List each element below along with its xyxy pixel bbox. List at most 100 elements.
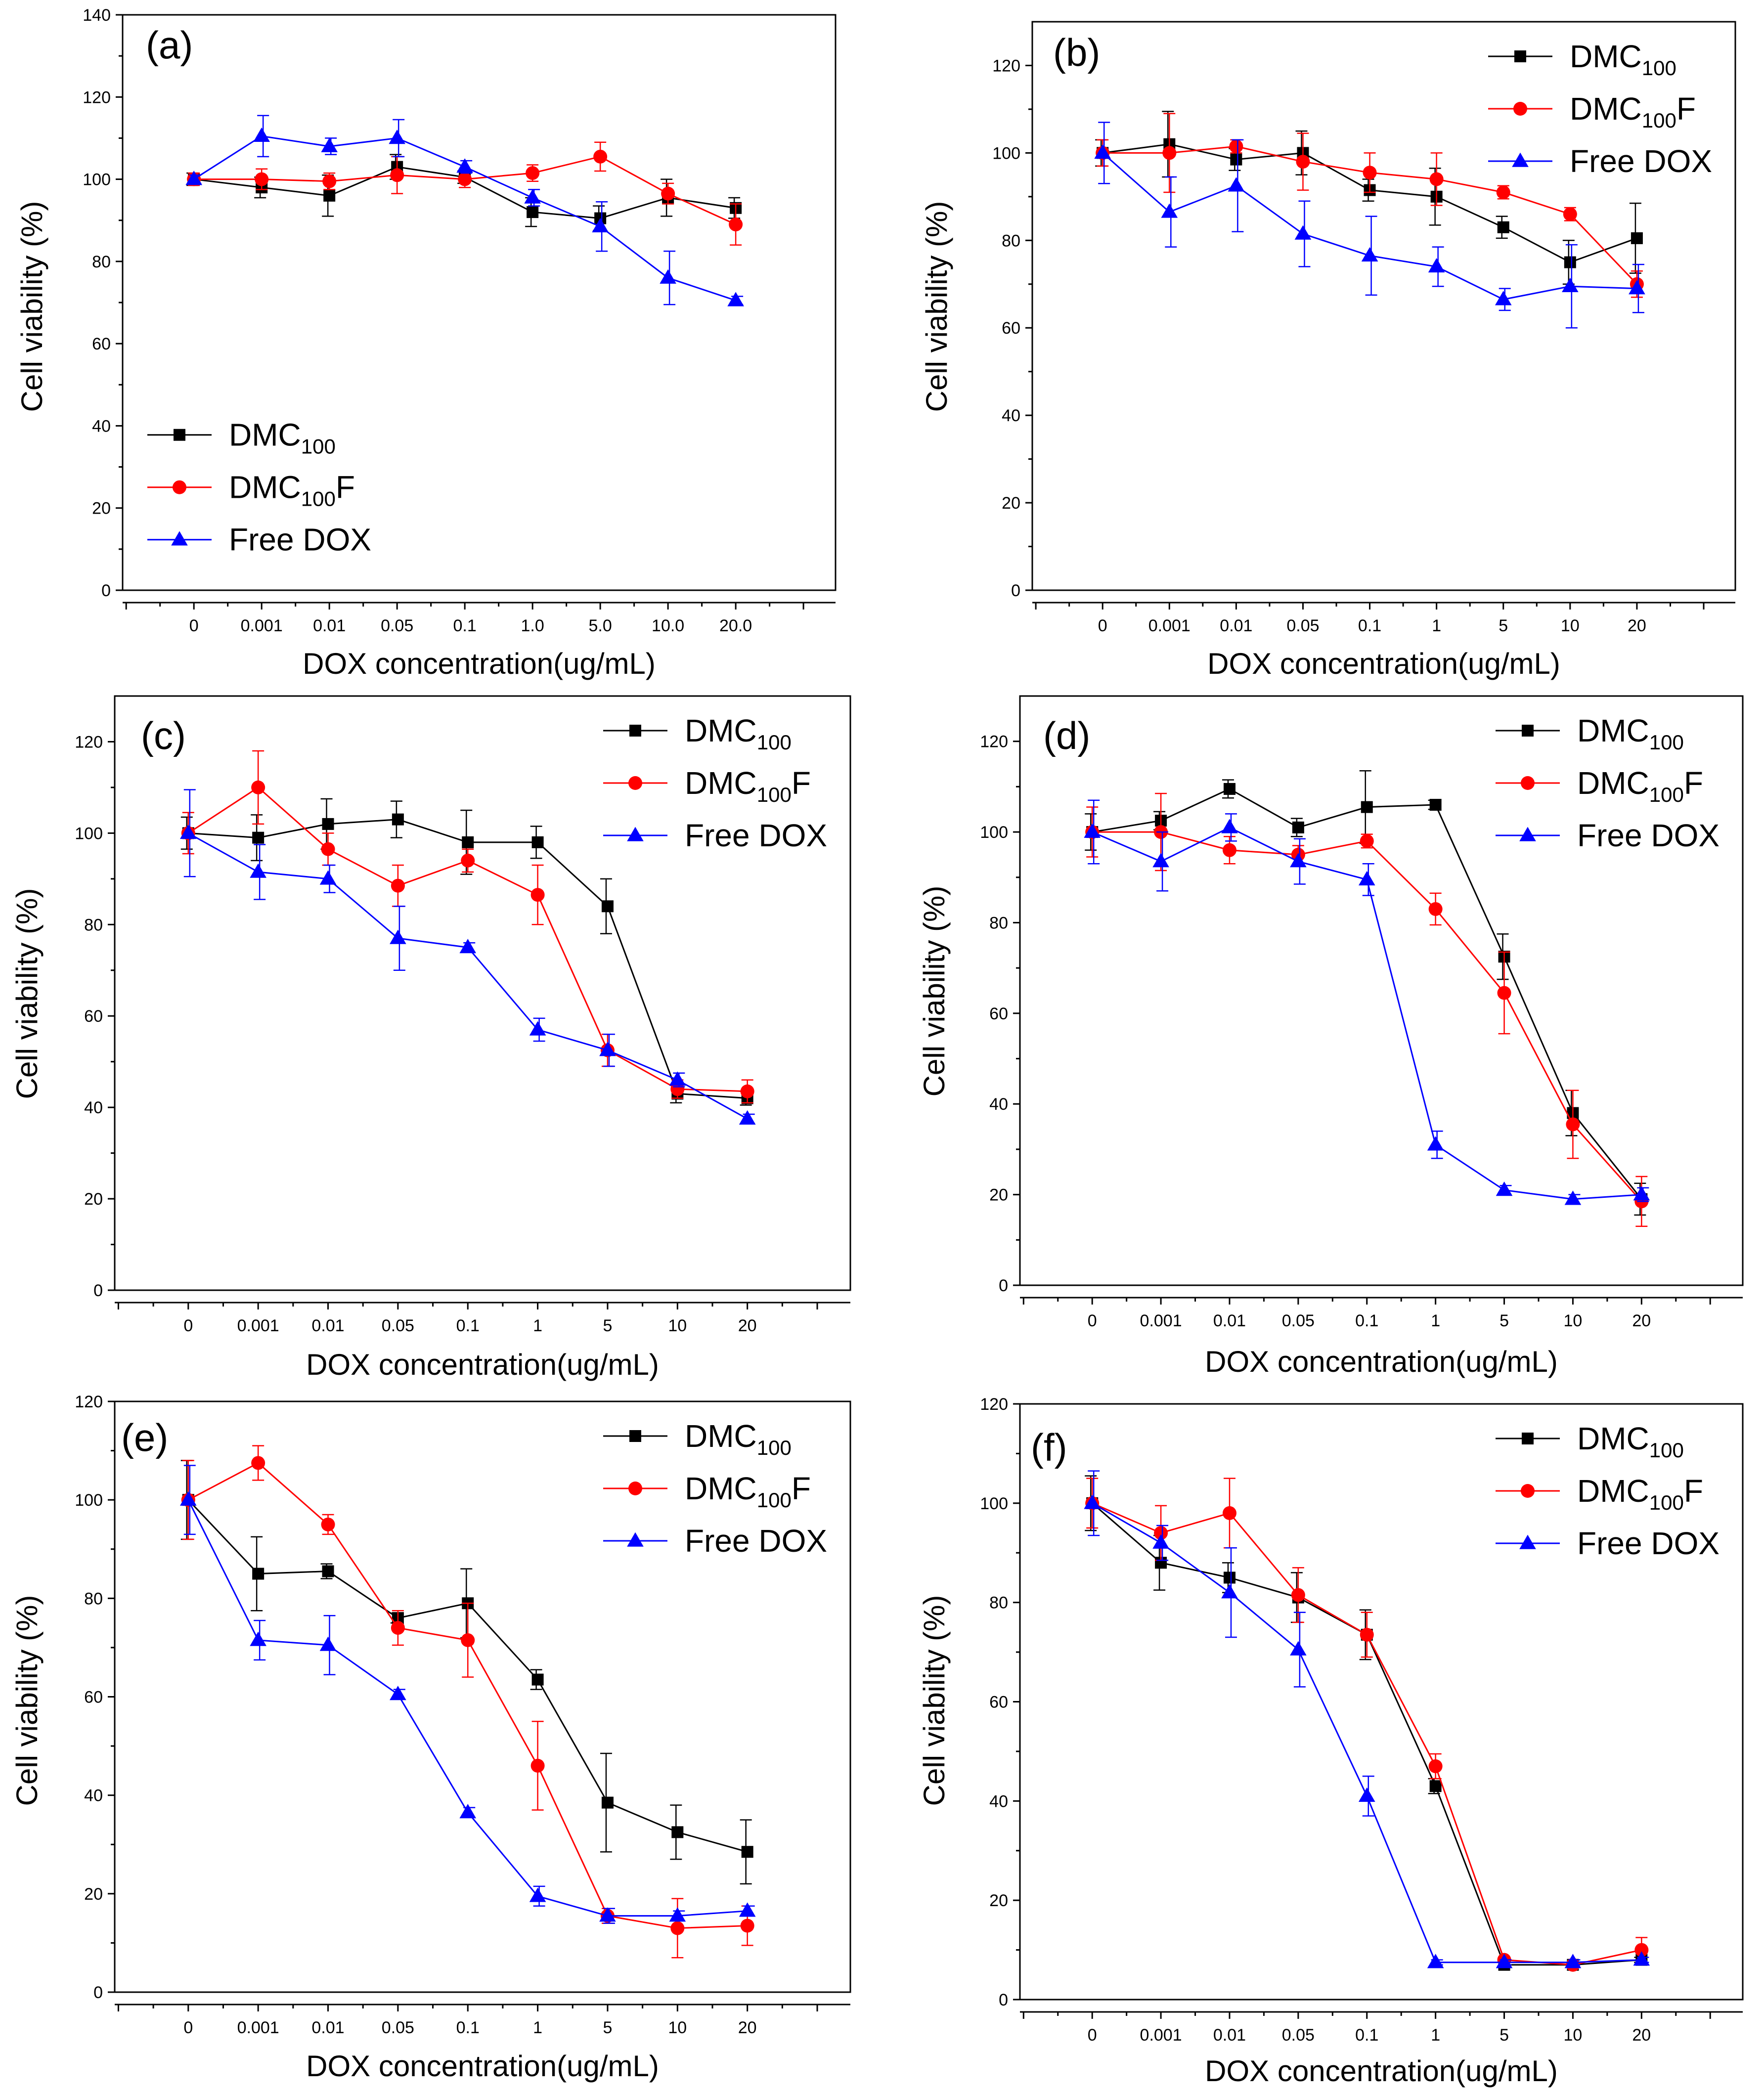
y-tick-label: 120 (83, 88, 111, 107)
data-point (529, 1887, 546, 1902)
series-dmc100f (1085, 1478, 1649, 1972)
data-point (390, 1686, 406, 1701)
data-point (601, 1796, 614, 1809)
x-tick-label: 10 (1561, 616, 1580, 635)
y-tick-label: 40 (989, 1095, 1008, 1114)
legend-marker (1521, 776, 1535, 790)
data-point (459, 1804, 477, 1819)
x-tick-label: 5 (1499, 2026, 1509, 2045)
x-tick-label: 0 (183, 2018, 193, 2037)
data-point (739, 1110, 756, 1125)
panel-letter: (a) (146, 23, 193, 67)
legend-label-sub: 100 (301, 487, 336, 511)
legend-label-sub: 100 (1642, 56, 1676, 80)
data-point (1361, 801, 1373, 813)
data-point (1084, 823, 1101, 838)
x-tick-label: 0.05 (381, 616, 413, 635)
x-tick-label: 20 (1628, 616, 1646, 635)
x-tick-label: 0.1 (1355, 1311, 1378, 1330)
x-tick-label: 0.1 (1358, 616, 1381, 635)
series-line (1092, 1502, 1642, 1966)
data-point (390, 168, 404, 182)
x-tick-label: 0.01 (1220, 616, 1252, 635)
legend-label: Free DOX (1577, 818, 1720, 853)
data-point (1230, 153, 1242, 166)
data-point (1161, 203, 1178, 218)
data-point (660, 269, 676, 284)
data-point (250, 863, 266, 878)
legend-label-sub: 100 (1642, 109, 1676, 132)
legend-label-main: DMC (229, 417, 301, 453)
data-point (1496, 1954, 1513, 1968)
panel-d: 0 0.001 0.01 0.05 0.1 1 5 10 20 0 20 40 60 80 100 120 DO… (918, 695, 1744, 1378)
x-axis-title: DOX concentration(ug/mL) (306, 1348, 659, 1381)
data-point (599, 1042, 616, 1056)
data-point (459, 939, 477, 954)
data-point (1564, 1954, 1582, 1968)
data-point (739, 1902, 756, 1917)
series-line (187, 1499, 748, 1917)
y-tick-label: 60 (1002, 319, 1020, 338)
y-axis-title: Cell viability (%) (918, 886, 951, 1097)
legend-marker (1519, 1534, 1536, 1549)
x-tick-label: 0.01 (1213, 2026, 1246, 2045)
y-tick-label: 20 (92, 499, 111, 518)
y-tick-label: 0 (999, 1276, 1008, 1295)
legend-label: Free DOX (685, 818, 827, 853)
legend-label-sub: 100 (1649, 1439, 1684, 1462)
data-point (740, 1919, 754, 1933)
data-point (599, 1907, 616, 1922)
data-point (669, 1071, 686, 1086)
series-free-dox (1094, 122, 1645, 329)
legend-marker (1522, 725, 1534, 737)
data-point (321, 842, 335, 856)
legend-label-sub: 100 (757, 731, 792, 754)
legend-label-sub: 100 (1649, 731, 1684, 754)
data-point (1361, 247, 1378, 262)
panel-letter: (f) (1031, 1426, 1067, 1469)
legend-label-main: Free DOX (685, 1523, 827, 1559)
x-axis-title: DOX concentration(ug/mL) (306, 2049, 659, 2083)
legend-label-main: Free DOX (685, 818, 827, 853)
data-point (1228, 177, 1245, 192)
series-line (1092, 788, 1642, 1200)
panel-letter: (c) (141, 714, 186, 757)
x-tick-label: 1 (533, 2018, 542, 2037)
panel-a: 0 0.001 0.01 0.05 0.1 1.0 5.0 10.0 20.0 0 20 40 60 80… (15, 6, 837, 680)
legend-marker (628, 776, 642, 790)
legend-label: DMC100F (1570, 91, 1696, 132)
data-point (1221, 1584, 1238, 1599)
data-point (729, 218, 743, 232)
x-tick-label: 0.1 (453, 616, 477, 635)
data-point (392, 813, 404, 826)
x-axis-title: DOX concentration(ug/mL) (303, 647, 656, 680)
data-point (1631, 232, 1643, 244)
y-axis-title: Cell viability (%) (10, 888, 44, 1099)
legend-label-tail: F (1684, 765, 1703, 801)
y-tick-label: 40 (1002, 406, 1020, 425)
legend-label-main: DMC (1570, 39, 1642, 74)
y-tick-label: 80 (989, 1594, 1008, 1613)
data-point (1428, 1759, 1443, 1774)
data-point (1154, 1526, 1168, 1540)
x-tick-label: 20 (738, 1316, 757, 1335)
legend-label-main: DMC (685, 1418, 757, 1454)
data-point (1427, 1136, 1444, 1151)
data-point (1360, 1627, 1374, 1642)
legend-label-sub: 100 (1649, 783, 1684, 806)
y-tick-label: 80 (989, 914, 1008, 932)
data-point (1429, 1780, 1442, 1792)
plot-frame (1019, 695, 1744, 1286)
legend-label: DMC100 (1577, 713, 1684, 754)
x-tick-label: 5 (603, 2018, 612, 2037)
y-tick-label: 20 (84, 1190, 103, 1209)
y-tick-label: 100 (75, 824, 103, 843)
y-tick-label: 0 (101, 581, 111, 600)
legend-label-main: Free DOX (1577, 1526, 1720, 1561)
x-tick-label: 0.1 (1355, 2026, 1378, 2045)
legend-label-sub: 100 (757, 783, 792, 806)
y-tick-label: 0 (1011, 581, 1020, 600)
